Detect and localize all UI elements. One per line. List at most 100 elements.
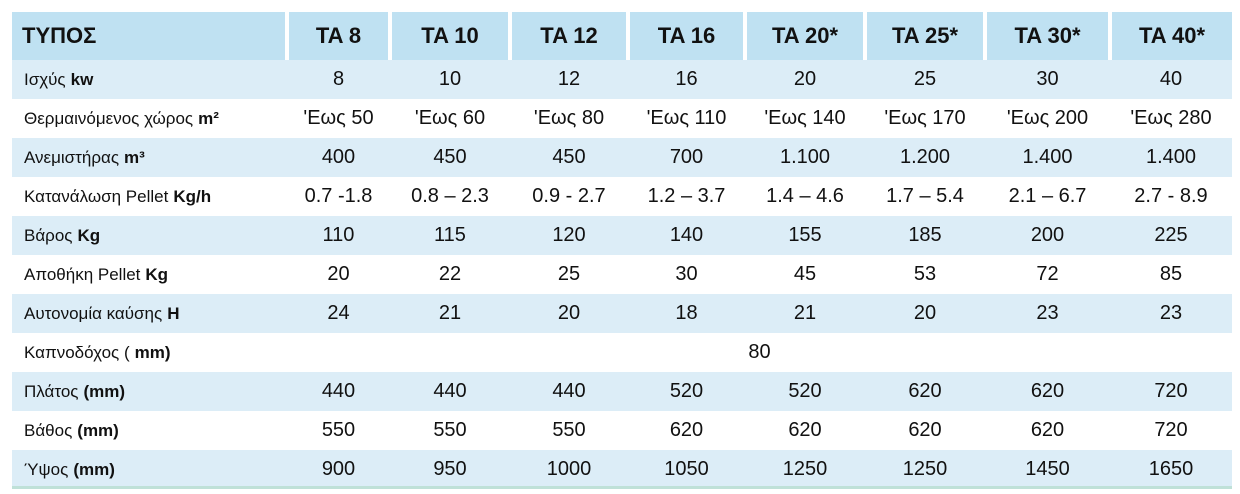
- value-cell: 'Εως 80: [533, 107, 605, 129]
- value-cell: 520: [745, 372, 865, 411]
- value-cell: 2.7 - 8.9: [1134, 185, 1208, 207]
- table-row: Αυτονομία καύσης H 24 21 20 18 21 20 23 23: [12, 294, 1232, 333]
- value-cell: 24: [287, 294, 390, 333]
- value-cell: 20: [745, 60, 865, 99]
- value-cell: 550: [321, 419, 356, 441]
- value-cell: 53: [913, 263, 937, 285]
- value-cell: 1.400: [1110, 138, 1232, 177]
- value-cell: 20: [327, 263, 350, 285]
- bottom-rule: [12, 486, 1232, 489]
- table-body: Ισχύς kw 8 10 12 16 20 25 30 40 Θερμαινόμενος χώρο…: [12, 60, 1232, 489]
- value-cell: 21: [745, 294, 865, 333]
- value-cell: 0.8 – 2.3: [411, 185, 489, 207]
- value-cell: 1450: [985, 450, 1110, 489]
- value-cell: 8: [287, 60, 390, 99]
- value-cell: 200: [985, 216, 1110, 255]
- row-label-text: Βάθος: [24, 420, 73, 440]
- value-cell: 1.4 – 4.6: [766, 185, 844, 207]
- value-cell: 1.100: [745, 138, 865, 177]
- value-cell: 'Εως 170: [884, 107, 966, 129]
- table-row: Θερμαινόμενος χώρος m² 'Εως 50 'Εως 60 'Εως …: [12, 99, 1232, 138]
- header-cell: TA 8: [285, 12, 390, 60]
- value-cell: 'Εως 280: [1130, 107, 1212, 129]
- row-label-text: Αυτονομία καύσης: [24, 303, 163, 323]
- row-label-unit: mm): [134, 342, 171, 362]
- value-cell: 900: [287, 450, 390, 489]
- value-cell: 950: [390, 450, 510, 489]
- row-label: Πλάτος (mm): [12, 372, 287, 411]
- value-cell: 0.9 - 2.7: [532, 185, 606, 207]
- value-cell: 520: [628, 372, 745, 411]
- value-cell: 20: [865, 294, 985, 333]
- value-cell: 21: [390, 294, 510, 333]
- table-row: Ανεμιστήρας m³ 400 450 450 700 1.100 1.200 1.400…: [12, 138, 1232, 177]
- row-label-text: Ύψος: [24, 459, 69, 479]
- value-cell: 720: [1154, 419, 1188, 441]
- value-cell: 0.7 -1.8: [304, 185, 373, 207]
- value-cell: 'Εως 50: [303, 107, 374, 129]
- row-label-text: Καπνοδόχος (: [24, 342, 130, 362]
- row-label: Θερμαινόμενος χώρος m²: [12, 99, 287, 138]
- value-cell: 185: [865, 216, 985, 255]
- row-label-unit: Kg: [145, 264, 169, 284]
- value-cell: 2.1 – 6.7: [1008, 185, 1087, 207]
- value-cell: 40: [1110, 60, 1232, 99]
- table-row: Αποθήκη Pellet Kg 20 22 25 30 45 53 72 85: [12, 255, 1232, 294]
- row-label-unit: m²: [198, 108, 219, 128]
- value-cell: 620: [1030, 419, 1065, 441]
- row-label-text: Ισχύς: [24, 69, 66, 89]
- value-cell: 1650: [1110, 450, 1232, 489]
- value-cell: 225: [1110, 216, 1232, 255]
- row-label: Κατανάλωση Pellet Kg/h: [12, 177, 287, 216]
- value-cell: 440: [510, 372, 628, 411]
- spec-table: ΤΥΠΟΣ TA 8 TA 10 TA 12 TA 16 TA 20* TA 25* TA 3…: [12, 12, 1232, 489]
- header-cell: TA 12: [508, 12, 628, 60]
- value-cell: 550: [552, 419, 586, 441]
- value-cell: 'Εως 60: [414, 107, 486, 129]
- row-label-unit: H: [167, 303, 180, 323]
- value-cell: 1.400: [985, 138, 1110, 177]
- header-cell: TA 10: [388, 12, 510, 60]
- value-cell: 1.2 – 3.7: [647, 185, 726, 207]
- header-cell: TA 40*: [1108, 12, 1232, 60]
- header-row: ΤΥΠΟΣ TA 8 TA 10 TA 12 TA 16 TA 20* TA 25* TA 3…: [12, 12, 1232, 60]
- value-cell: 1000: [510, 450, 628, 489]
- value-cell: 12: [510, 60, 628, 99]
- row-label-unit: Kg: [77, 225, 101, 245]
- value-cell: 25: [865, 60, 985, 99]
- value-cell: 1250: [865, 450, 985, 489]
- table-row: Καπνοδόχος (mm) 80: [12, 333, 1232, 372]
- value-cell: 720: [1110, 372, 1232, 411]
- value-cell: 155: [745, 216, 865, 255]
- table-row: Ύψος (mm) 900 950 1000 1050 1250 1250 1450 1650: [12, 450, 1232, 489]
- value-cell: 'Εως 200: [1006, 107, 1089, 129]
- value-cell: 20: [510, 294, 628, 333]
- value-cell: 18: [628, 294, 745, 333]
- value-cell: 110: [287, 216, 390, 255]
- header-cell: TA 16: [626, 12, 745, 60]
- row-label-text: Ανεμιστήρας: [24, 147, 120, 167]
- header-cell: TA 20*: [743, 12, 865, 60]
- value-cell: 620: [985, 372, 1110, 411]
- row-label-text: Αποθήκη Pellet: [24, 264, 141, 284]
- row-label: Βάρος Kg: [12, 216, 287, 255]
- value-cell: 440: [287, 372, 390, 411]
- value-cell: 10: [390, 60, 510, 99]
- value-cell: 550: [433, 419, 467, 441]
- value-cell: 'Εως 110: [646, 107, 727, 129]
- row-label: Αποθήκη Pellet Kg: [12, 255, 287, 294]
- value-cell: 85: [1159, 263, 1183, 285]
- row-label-unit: (mm): [73, 459, 115, 479]
- table-row: Ισχύς kw 8 10 12 16 20 25 30 40: [12, 60, 1232, 99]
- row-label: Ύψος (mm): [12, 450, 287, 489]
- value-cell: 440: [390, 372, 510, 411]
- row-label: Ισχύς kw: [12, 60, 287, 99]
- row-label-unit: (mm): [83, 381, 126, 401]
- value-cell: 45: [793, 263, 817, 285]
- value-cell: 620: [788, 419, 822, 441]
- table-row: Βάθος (mm) 550 550 550 620 620 620 620 720: [12, 411, 1232, 450]
- header-cell: TA 25*: [863, 12, 985, 60]
- row-label: Αυτονομία καύσης H: [12, 294, 287, 333]
- table-row: Βάρος Kg 110 115 120 140 155 185 200 225: [12, 216, 1232, 255]
